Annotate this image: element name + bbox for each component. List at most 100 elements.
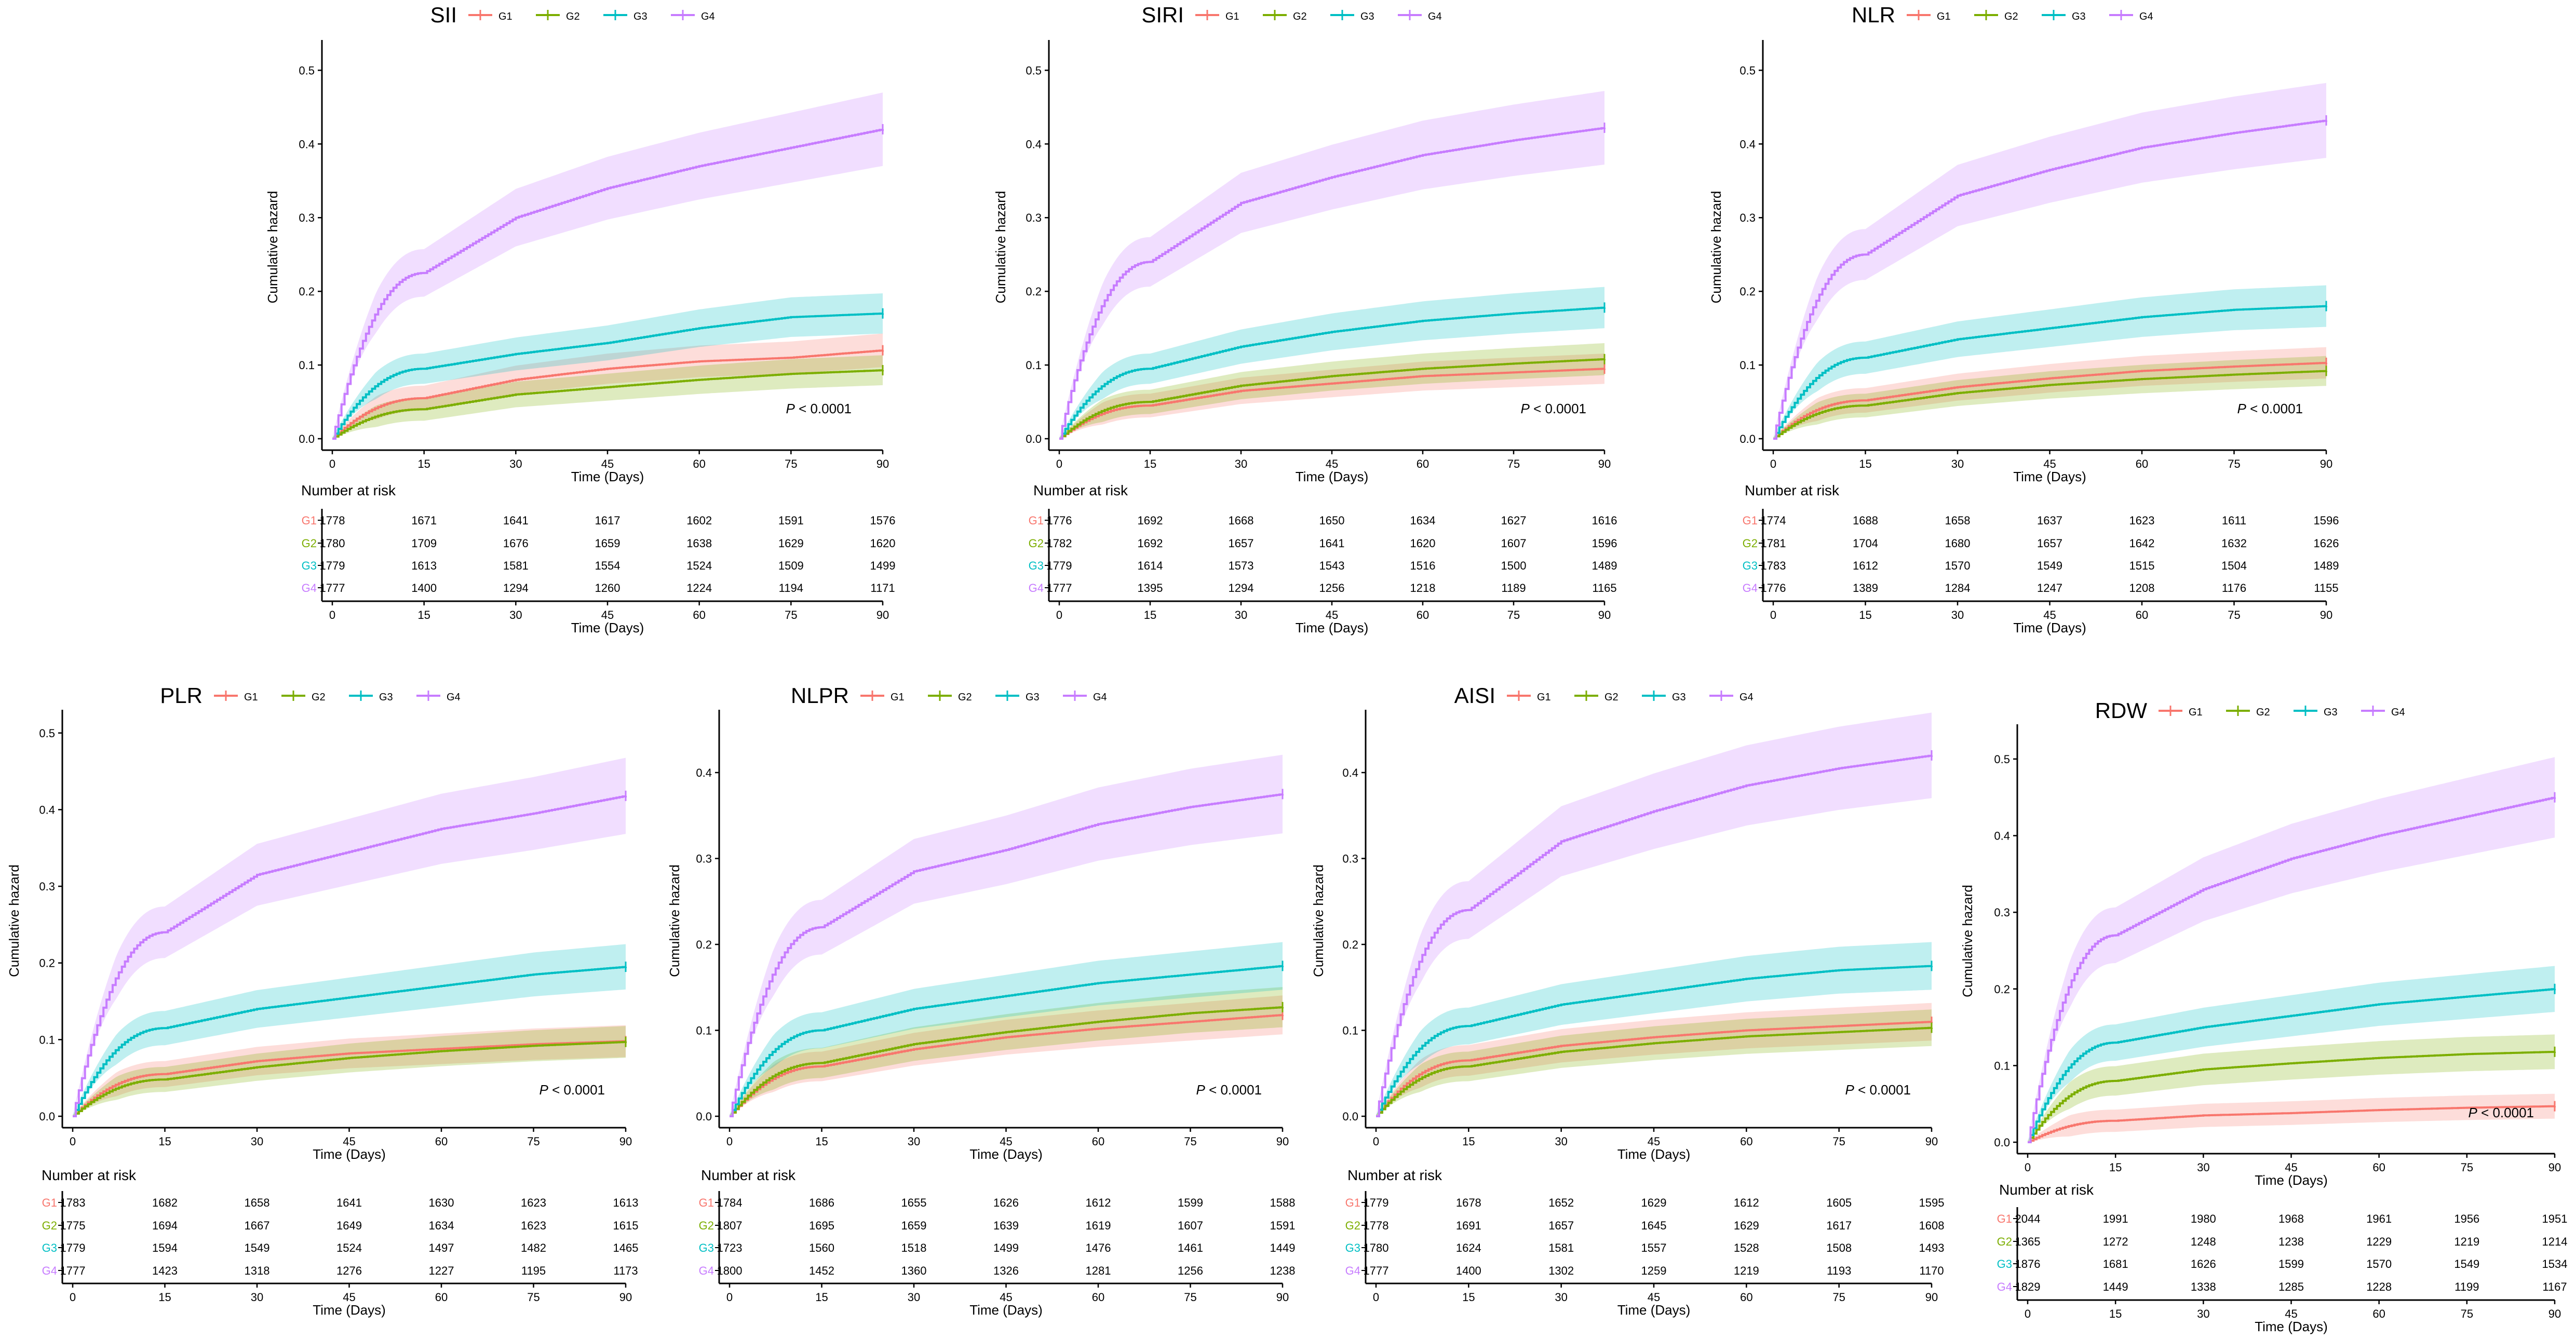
risk-x-tick-label: 45 xyxy=(2285,1307,2297,1320)
x-tick-label: 45 xyxy=(601,457,614,470)
series-line-g1 xyxy=(730,1014,1284,1117)
risk-cell: 1632 xyxy=(2221,537,2247,550)
risk-x-tick-label: 90 xyxy=(2320,608,2332,621)
x-tick-label: 30 xyxy=(251,1135,263,1148)
ci-band-g4 xyxy=(1059,91,1604,439)
risk-group-label-g1: G1 xyxy=(42,1196,57,1209)
x-tick-label: 90 xyxy=(1276,1135,1289,1148)
risk-cell: 1778 xyxy=(320,514,345,527)
risk-cell: 1194 xyxy=(779,581,803,594)
y-tick-label: 0.3 xyxy=(1342,853,1358,865)
risk-cell: 1778 xyxy=(1364,1219,1389,1232)
risk-cell: 1695 xyxy=(809,1219,834,1232)
risk-cell: 1623 xyxy=(521,1196,546,1209)
risk-group-label-g2: G2 xyxy=(42,1219,57,1232)
x-tick-label: 45 xyxy=(1000,1135,1012,1148)
series-line-g4 xyxy=(73,795,627,1117)
y-tick-label: 0.0 xyxy=(1026,432,1042,445)
risk-cell: 1338 xyxy=(2191,1280,2216,1293)
p-value: P < 0.0001 xyxy=(2237,401,2303,416)
risk-cell: 1776 xyxy=(1761,581,1786,594)
series-line-g2 xyxy=(73,1041,627,1117)
risk-cell: 1612 xyxy=(1734,1196,1759,1209)
risk-cell: 1704 xyxy=(1853,537,1878,550)
legend-label-g1: G1 xyxy=(498,11,512,22)
legend-label-g4: G4 xyxy=(1093,692,1107,703)
legend-label-g3: G3 xyxy=(2324,707,2338,718)
risk-cell: 1294 xyxy=(503,581,529,594)
risk-cell: 1723 xyxy=(717,1241,743,1254)
x-axis-title: Time (Days) xyxy=(2013,469,2086,484)
risk-cell: 1961 xyxy=(2366,1212,2392,1225)
risk-cell: 1218 xyxy=(1410,581,1436,594)
x-tick-label: 30 xyxy=(509,457,522,470)
risk-x-tick-label: 60 xyxy=(435,1291,448,1304)
risk-x-tick-label: 30 xyxy=(2197,1307,2209,1320)
x-tick-label: 45 xyxy=(1326,457,1338,470)
risk-table-title: Number at risk xyxy=(1999,1182,2094,1198)
risk-cell: 1776 xyxy=(1047,514,1072,527)
risk-cell: 1256 xyxy=(1178,1264,1203,1277)
y-tick-label: 0.1 xyxy=(1739,359,1756,372)
y-tick-label: 0.4 xyxy=(696,766,712,779)
risk-cell: 1549 xyxy=(2037,559,2062,572)
y-axis-title: Cumulative hazard xyxy=(1311,864,1326,977)
risk-group-label-g3: G3 xyxy=(1997,1257,2012,1270)
risk-table-title: Number at risk xyxy=(1745,482,1840,498)
risk-cell: 1219 xyxy=(1734,1264,1759,1277)
panel-sii: SII G1 G2 G3 G4 0.0 0.1 0.2 0.3 0.4 0.5 0 15 30 45 60 75… xyxy=(265,3,895,635)
x-axis-title: Time (Days) xyxy=(1296,469,1369,484)
y-tick-label: 0.4 xyxy=(39,803,55,816)
risk-x-tick-label: 60 xyxy=(1740,1291,1752,1304)
risk-cell: 1876 xyxy=(2015,1257,2041,1270)
risk-cell: 1465 xyxy=(613,1241,639,1254)
ci-band-g2 xyxy=(2028,1034,2555,1142)
y-axis-title: Cumulative hazard xyxy=(1960,885,1975,997)
risk-x-axis-title: Time (Days) xyxy=(2013,620,2086,635)
risk-cell: 1650 xyxy=(1319,514,1345,527)
x-tick-label: 15 xyxy=(1462,1135,1475,1148)
risk-cell: 1784 xyxy=(717,1196,743,1209)
risk-cell: 1682 xyxy=(152,1196,178,1209)
risk-x-tick-label: 75 xyxy=(1832,1291,1845,1304)
ci-band-g4 xyxy=(332,92,883,439)
risk-cell: 1493 xyxy=(1919,1241,1945,1254)
x-tick-label: 75 xyxy=(527,1135,540,1148)
panel-title: NLPR xyxy=(791,683,849,708)
risk-x-tick-label: 15 xyxy=(1462,1291,1475,1304)
risk-cell: 1626 xyxy=(2314,537,2339,550)
risk-group-label-g3: G3 xyxy=(1345,1241,1360,1254)
risk-cell: 1599 xyxy=(1178,1196,1203,1209)
risk-cell: 1171 xyxy=(870,581,895,594)
risk-cell: 1591 xyxy=(1270,1219,1296,1232)
risk-cell: 1389 xyxy=(1853,581,1878,594)
risk-table-title: Number at risk xyxy=(1347,1167,1442,1183)
x-tick-label: 30 xyxy=(2197,1161,2209,1174)
series-line-g2 xyxy=(2028,1051,2556,1143)
series-line-g2 xyxy=(1376,1026,1933,1117)
risk-cell: 1570 xyxy=(1945,559,1971,572)
risk-cell: 1779 xyxy=(1364,1196,1389,1209)
risk-group-label-g4: G4 xyxy=(1997,1280,2012,1293)
y-tick-label: 0.2 xyxy=(1994,983,2010,996)
series-line-g4 xyxy=(1376,754,1933,1117)
x-tick-label: 30 xyxy=(1555,1135,1567,1148)
risk-cell: 1619 xyxy=(1086,1219,1111,1232)
risk-cell: 1489 xyxy=(1592,559,1617,572)
series-line-g2 xyxy=(332,369,884,440)
series-line-g3 xyxy=(1376,965,1933,1117)
risk-cell: 1193 xyxy=(1827,1264,1851,1277)
x-tick-label: 0 xyxy=(329,457,335,470)
p-value: P < 0.0001 xyxy=(540,1082,605,1098)
risk-cell: 1528 xyxy=(1734,1241,1759,1254)
risk-x-tick-label: 45 xyxy=(1000,1291,1012,1304)
risk-cell: 1423 xyxy=(152,1264,178,1277)
risk-x-tick-label: 0 xyxy=(1056,608,1062,621)
panel-nlr: NLR G1 G2 G3 G4 0.0 0.1 0.2 0.3 0.4 0.5 0 15 30 45 60 75… xyxy=(1708,3,2339,635)
risk-cell: 1658 xyxy=(1945,514,1971,527)
risk-x-tick-label: 30 xyxy=(1951,608,1964,621)
risk-cell: 1524 xyxy=(336,1241,362,1254)
risk-cell: 1605 xyxy=(1826,1196,1852,1209)
panel-nlpr: NLPR G1 G2 G3 G4 0.0 0.1 0.2 0.3 0.4 0 15 30 45 60 75 90… xyxy=(667,683,1295,1318)
y-tick-label: 0.1 xyxy=(39,1033,55,1046)
